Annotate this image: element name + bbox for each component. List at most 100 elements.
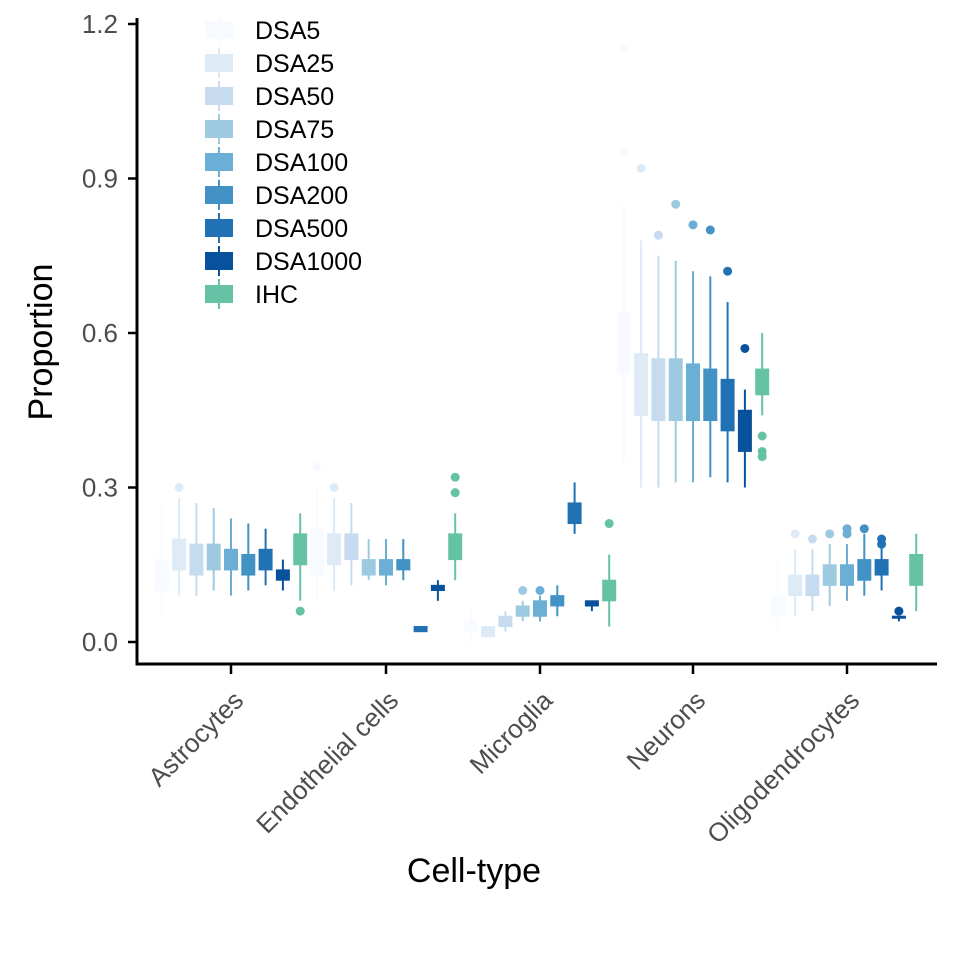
box-DSA50-Oligodendrocytes — [805, 534, 820, 612]
plot-area — [154, 45, 924, 642]
box-DSA500-Astrocytes — [258, 528, 273, 586]
outlier-point — [807, 534, 817, 544]
box-DSA1000-Neurons — [737, 343, 752, 488]
x-tick-label: Oligodendrocytes — [701, 685, 865, 849]
box-iqr — [309, 528, 324, 576]
x-tick-label: Endothelial cells — [250, 685, 404, 839]
box-iqr — [686, 363, 700, 422]
legend-key — [205, 87, 233, 105]
legend-label: DSA200 — [255, 182, 348, 210]
box-iqr — [703, 368, 718, 422]
y-ticks: 0.0 0.3 0.6 0.9 1.2 — [82, 9, 137, 657]
y-tick-label: 0.3 — [82, 473, 118, 503]
box-IHC-Astrocytes — [293, 513, 308, 616]
box-IHC-Microglia — [602, 519, 617, 627]
y-tick-label: 0.6 — [82, 318, 118, 348]
box-DSA1000-Microglia — [584, 600, 599, 612]
box-IHC-Neurons — [755, 333, 770, 462]
outlier-point — [894, 606, 904, 616]
outlier-point — [619, 148, 629, 158]
legend-key — [205, 54, 233, 72]
outlier-point — [604, 519, 614, 529]
box-DSA500-Neurons — [720, 266, 735, 483]
outlier-point — [740, 343, 750, 353]
outlier-point — [329, 483, 339, 492]
box-DSA75-Astrocytes — [206, 508, 221, 591]
y-tick-label: 0.0 — [82, 627, 118, 657]
box-DSA5-Microglia — [463, 611, 478, 642]
box-DSA50-Endothelial cells — [344, 502, 359, 586]
box-DSA5-Neurons — [616, 45, 631, 462]
box-DSA100-Oligodendrocytes — [840, 524, 854, 601]
outlier-point — [757, 431, 767, 441]
outlier-point — [825, 529, 835, 539]
outlier-point — [636, 163, 646, 173]
legend-item-DSA500: DSA500 — [205, 213, 348, 243]
box-DSA5-Oligodendrocytes — [770, 559, 785, 632]
x-tick-label: Neurons — [621, 685, 712, 776]
legend-key — [205, 285, 233, 303]
y-tick-label: 0.9 — [82, 164, 118, 194]
box-DSA25-Neurons — [634, 163, 649, 488]
box-DSA75-Endothelial cells — [361, 539, 376, 581]
box-iqr — [206, 543, 221, 571]
x-tick-label: Microglia — [463, 685, 558, 780]
box-DSA50-Microglia — [498, 611, 513, 632]
box-iqr — [874, 559, 889, 576]
legend-label: DSA100 — [255, 149, 348, 177]
box-iqr — [154, 559, 169, 591]
box-IHC-Endothelial cells — [448, 472, 463, 581]
legend-key — [205, 186, 233, 204]
box-iqr — [755, 368, 770, 396]
box-DSA200-Microglia — [550, 585, 565, 617]
y-axis-title: Proportion — [22, 264, 60, 421]
outlier-point — [688, 220, 698, 230]
outlier-point — [705, 225, 715, 235]
outlier-point — [174, 483, 184, 492]
outlier-point — [859, 524, 869, 534]
box-DSA100-Astrocytes — [224, 518, 238, 596]
box-iqr — [327, 533, 342, 566]
outlier-point — [842, 524, 852, 534]
box-iqr — [430, 584, 445, 591]
box-DSA100-Endothelial cells — [379, 539, 393, 586]
x-ticks: Astrocytes Endothelial cells Microglia Neur… — [142, 664, 865, 849]
box-iqr — [909, 553, 924, 586]
outlier-point — [653, 230, 663, 240]
outlier-point — [295, 606, 305, 616]
legend-key — [205, 219, 233, 237]
box-iqr — [533, 600, 547, 617]
box-DSA25-Microglia — [481, 626, 496, 638]
outlier-point — [790, 529, 800, 539]
box-DSA500-Endothelial cells — [413, 626, 428, 633]
box-iqr — [361, 559, 376, 576]
legend-label: DSA25 — [255, 50, 334, 78]
outlier-point — [877, 534, 887, 544]
box-DSA100-Microglia — [533, 586, 547, 622]
box-iqr — [720, 378, 735, 432]
legend-item-DSA75: DSA75 — [205, 114, 334, 144]
outlier-point — [450, 488, 460, 498]
legend-item-DSA25: DSA25 — [205, 48, 334, 78]
box-DSA500-Oligodendrocytes — [874, 534, 889, 591]
box-IHC-Oligodendrocytes — [909, 533, 924, 612]
box-DSA75-Neurons — [668, 199, 683, 483]
legend-key — [205, 120, 233, 138]
box-DSA50-Neurons — [651, 230, 666, 488]
box-DSA5-Endothelial cells — [309, 462, 324, 601]
box-iqr — [448, 533, 463, 561]
box-DSA200-Astrocytes — [241, 523, 256, 591]
legend-item-DSA200: DSA200 — [205, 180, 348, 210]
box-DSA1000-Endothelial cells — [430, 580, 445, 601]
axes — [135, 18, 937, 666]
box-DSA1000-Oligodendrocytes — [891, 606, 906, 622]
box-DSA200-Oligodendrocytes — [857, 524, 872, 596]
box-DSA25-Endothelial cells — [327, 483, 342, 591]
box-DSA200-Endothelial cells — [396, 539, 411, 581]
legend-label: DSA75 — [255, 116, 334, 144]
box-iqr — [651, 358, 666, 422]
box-iqr — [584, 600, 599, 607]
outlier-point — [619, 45, 629, 55]
legend-key — [205, 252, 233, 270]
